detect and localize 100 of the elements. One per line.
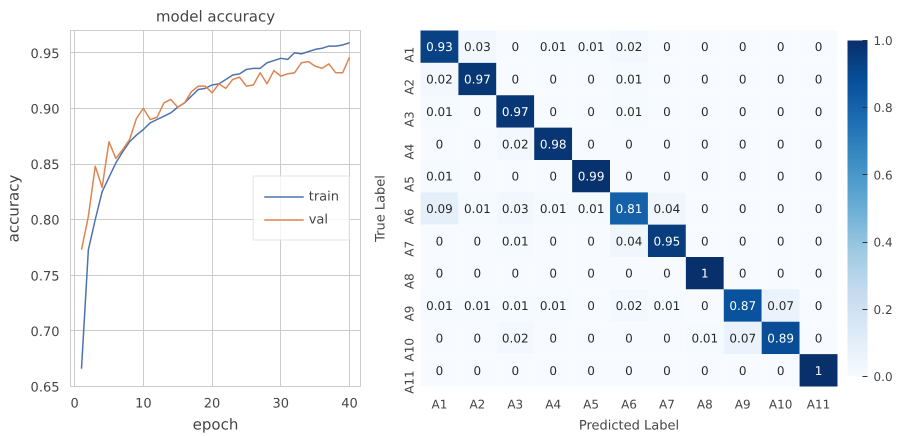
legend-label: train [308,189,339,204]
data-label: 0.03 [464,40,491,54]
data-label: 0.97 [502,104,529,119]
data-label: 0.01 [691,331,718,346]
data-label: 0.07 [729,331,756,346]
data-label: 0 [776,170,784,184]
data-label: 0 [776,266,784,281]
data-label: 0 [474,104,482,119]
data-label: 0 [549,266,558,281]
x-tick-label: 20 [204,396,220,412]
data-label: 0 [511,72,520,87]
y-tick-label: 0.85 [30,158,60,173]
x-tick-label: A4 [545,398,562,412]
data-label: 0 [701,299,709,314]
data-label: 0.01 [654,299,680,314]
data-label: 0 [474,331,482,346]
data-label: 0.03 [502,202,529,216]
color-bar-label: 0.2 [874,302,893,317]
data-label: 0.01 [540,40,567,54]
y-tick-label: 0.70 [30,324,60,340]
y-tick-label: A2 [402,79,416,95]
data-label: 0 [701,72,709,87]
y-tick-label: 0.95 [30,46,60,62]
data-label: 0 [511,266,520,281]
data-label: 0 [776,202,784,216]
x-tick-label: 40 [341,396,358,412]
data-label: 0 [814,137,822,152]
data-label: 0 [549,170,558,184]
data-label: 0 [701,40,709,54]
data-label: 1 [814,364,822,378]
data-label: 0.93 [426,40,453,54]
data-label: 0 [549,364,558,378]
data-label: 0 [776,364,784,378]
data-label: 0 [776,137,784,152]
data-label: 0.04 [654,202,680,216]
y-tick-label: A6 [402,208,416,224]
data-label: 0 [776,104,784,119]
x-tick-label: A8 [696,398,713,412]
data-label: 0 [511,40,520,54]
data-label: 0.01 [464,299,491,314]
x-tick-label: A5 [583,398,600,412]
x-tick-label: A10 [768,398,792,412]
data-label: 0 [625,331,633,346]
data-label: 0 [549,331,558,346]
data-label: 0.01 [540,299,567,314]
data-label: 0.02 [426,72,453,87]
data-label: 0 [625,364,633,378]
y-tick-label: A4 [402,144,416,160]
line-series [80,56,350,250]
data-label: 0 [663,137,671,152]
data-label: 0 [738,234,747,248]
data-label: 0.09 [426,202,453,216]
x-tick-label: 0 [70,396,79,412]
data-label: 0 [436,137,444,152]
data-label: 0 [474,234,482,248]
data-label: 0 [776,234,784,248]
data-label: 0 [738,170,747,184]
data-label: 0 [738,104,747,119]
x-axis-title: Predicted Label [578,418,680,434]
y-tick-label: A5 [402,176,416,192]
data-label: 0 [511,364,520,378]
data-label: 0 [436,331,444,346]
data-label: 0 [701,364,709,378]
data-label: 0.01 [426,170,453,184]
data-label: 0 [663,170,671,184]
color-bar-label: 0.0 [874,370,893,384]
y-tick-label: A8 [402,273,416,290]
data-label: 0 [511,170,520,184]
y-tick-label: A10 [402,338,416,362]
y-tick-label: 0.90 [30,102,60,118]
data-label: 0 [663,72,671,87]
data-label: 0 [814,299,822,314]
data-label: 0.01 [616,104,642,119]
data-label: 0 [814,234,822,248]
data-label: 0.99 [578,170,604,184]
color-bar-label: 0.6 [874,168,893,182]
data-label: 0 [436,266,444,281]
y-tick-label: 0.65 [30,380,60,396]
y-tick-label: A1 [402,46,416,63]
x-tick-label: A6 [621,398,637,412]
data-label: 0.02 [616,40,642,54]
y-tick-label: 0.75 [30,269,60,284]
color-bar-label: 1.0 [874,34,893,48]
data-label: 0.01 [578,40,604,54]
data-label: 0 [701,234,709,248]
color-bar-label: 0.4 [874,236,893,250]
data-label: 0.01 [502,234,529,248]
data-label: 0 [549,234,558,248]
data-label: 0 [587,299,595,314]
data-label: 0 [587,72,595,87]
data-label: 0.02 [502,137,529,152]
data-label: 0.87 [729,299,756,314]
data-label: 0 [738,40,747,54]
x-tick-label: 30 [272,396,290,412]
data-label: 0.01 [464,202,491,216]
data-label: 0 [701,104,709,119]
y-tick-label: A3 [402,111,416,128]
data-label: 0.01 [616,72,642,87]
data-label: 0 [738,137,747,152]
line-series [80,42,350,370]
